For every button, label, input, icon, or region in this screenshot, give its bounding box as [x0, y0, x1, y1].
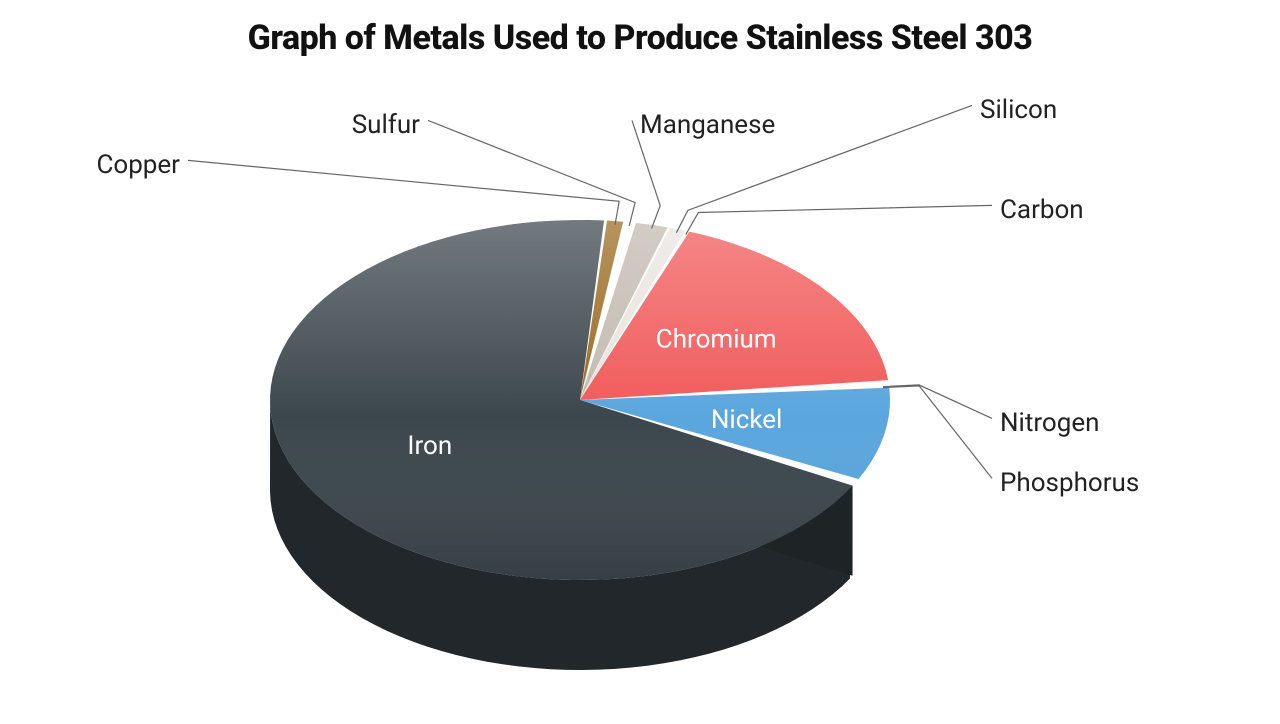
- slice-label-iron: Iron: [407, 431, 452, 461]
- slice-label-copper: Copper: [96, 150, 180, 180]
- slice-label-sulfur: Sulfur: [352, 110, 420, 140]
- slice-label-manganese: Manganese: [640, 110, 775, 140]
- slice-label-silicon: Silicon: [980, 95, 1057, 125]
- slice-label-chromium: Chromium: [656, 324, 777, 354]
- pie-chart: Chromium Nickel Iron: [0, 0, 1280, 720]
- slice-label-nitrogen: Nitrogen: [1000, 408, 1100, 438]
- slice-label-phosphorus: Phosphorus: [1000, 468, 1139, 498]
- slice-label-carbon: Carbon: [1000, 195, 1084, 225]
- slice-label-nickel: Nickel: [711, 405, 783, 435]
